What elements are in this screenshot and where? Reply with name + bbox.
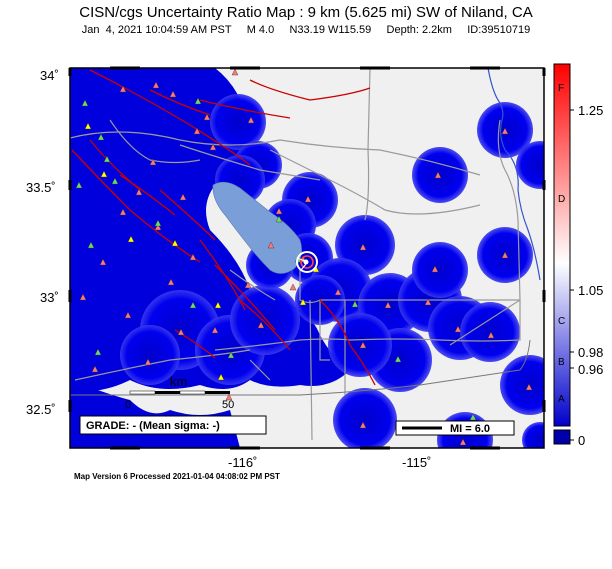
seismic-stations — [75, 68, 533, 446]
grade-box: GRADE: - (Mean sigma: -) — [79, 415, 267, 435]
event-magnitude: M 4.0 — [246, 24, 275, 36]
mi-legend-box: MI = 6.0 — [395, 420, 515, 436]
lat-tick-34: 34˚ — [40, 68, 59, 83]
event-location: N33.19 W115.59 — [289, 24, 372, 36]
event-id: ID:39510719 — [467, 24, 531, 36]
scale-unit: km — [170, 374, 187, 389]
scale-bar: km 0 50 — [125, 374, 234, 411]
colorbar-value-0: 0 — [578, 433, 585, 448]
map-title: CISN/cgs Uncertainty Ratio Map : 9 km (5… — [79, 4, 533, 21]
scale-label-50: 50 — [222, 399, 234, 411]
scale-label-0: 0 — [125, 399, 131, 411]
event-depth: Depth: 2.2km — [386, 24, 452, 36]
lon-tick-115: -115˚ — [402, 455, 431, 470]
colorbar-base — [553, 429, 571, 445]
lat-tick-33: 33˚ — [40, 290, 59, 305]
grade-D: D — [558, 194, 565, 205]
river — [487, 68, 541, 281]
grade-C: C — [558, 316, 565, 327]
colorbar-value-1-25: 1.25 — [578, 103, 603, 118]
lon-tick-116: -116˚ — [228, 455, 257, 470]
salton-sea-lake — [212, 181, 302, 274]
lat-tick-33-5: 33.5˚ — [26, 180, 56, 195]
border-line — [70, 339, 531, 396]
colorbar-value-0-98: 0.98 — [578, 345, 603, 360]
road-network — [70, 68, 521, 441]
epicenter-marker — [296, 251, 318, 273]
event-date: Jan 4, 2021 10:04:59 AM PST — [81, 24, 232, 36]
lat-tick-32-5: 32.5˚ — [26, 402, 56, 417]
colorbar-value-1-05: 1.05 — [578, 283, 603, 298]
grade-F: F — [558, 83, 564, 94]
colorbar-value-0-96: 0.96 — [578, 362, 603, 377]
map-frame — [69, 67, 545, 449]
colorbar-gradient — [553, 63, 571, 427]
colorbar: 1.25 1.05 0.98 0.96 0 F D C B A — [553, 63, 603, 448]
event-info-line: Jan 4, 2021 10:04:59 AM PST M 4.0 N33.19… — [0, 24, 612, 36]
fault-lines — [71, 69, 376, 386]
mi-text: MI = 6.0 — [450, 423, 490, 435]
grade-text: GRADE: - (Mean sigma: -) — [86, 420, 220, 432]
grade-A: A — [558, 394, 565, 405]
grade-B: B — [558, 357, 565, 368]
processing-footer: Map Version 6 Processed 2021-01-04 04:08… — [74, 472, 280, 481]
neatline-ticks — [68, 66, 546, 450]
